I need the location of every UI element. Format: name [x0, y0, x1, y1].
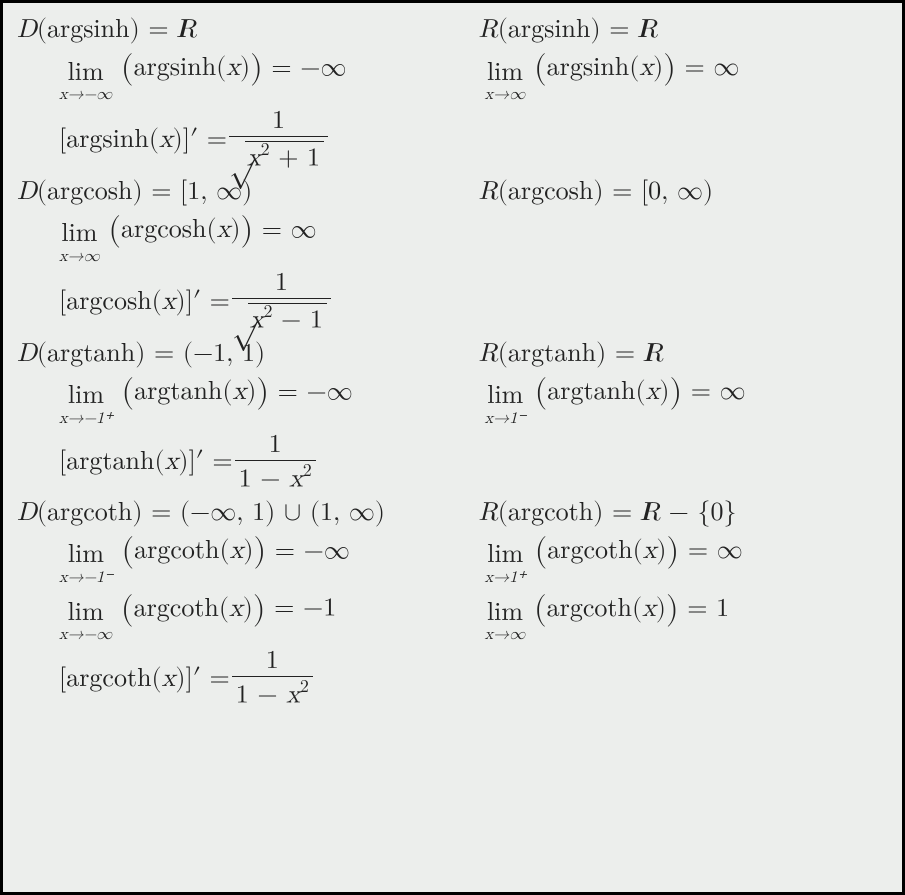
domain-range-row: D(argtanh) = (−1, 1)R(argtanh) = R	[17, 337, 888, 372]
limit-left: limx→−∞ (argsinh(x)) = −∞	[17, 48, 479, 106]
limit-left: limx→∞ (argcosh(x)) = ∞	[17, 210, 479, 268]
derivative-row: [argtanh(x)]′ = 11 − x2	[17, 430, 888, 496]
limit-left: limx→−∞ (argcoth(x)) = −1	[17, 588, 479, 646]
limit-row: limx→∞ (argcosh(x)) = ∞	[17, 210, 888, 268]
derivative-cell: [argcosh(x)]′ = 1x2 − 1	[17, 268, 479, 337]
limit-right	[479, 210, 888, 268]
derivative-cell: [argcoth(x)]′ = 11 − x2	[17, 646, 479, 712]
formula-table: D(argsinh) = RR(argsinh) = Rlimx→−∞ (arg…	[17, 13, 888, 712]
limit-row: limx→−1⁻ (argcoth(x)) = −∞limx→1⁺ (argco…	[17, 531, 888, 589]
limit-left: limx→−1⁺ (argtanh(x)) = −∞	[17, 372, 479, 430]
domain-range-row: D(argcoth) = (−∞, 1) ∪ (1, ∞)R(argcoth) …	[17, 496, 888, 531]
limit-right: limx→1⁻ (argtanh(x)) = ∞	[479, 372, 888, 430]
derivative-row: [argcoth(x)]′ = 11 − x2	[17, 646, 888, 712]
limit-row: limx→−∞ (argsinh(x)) = −∞limx→∞ (argsinh…	[17, 48, 888, 106]
limit-right: limx→1⁺ (argcoth(x)) = ∞	[479, 531, 888, 589]
limit-row: limx→−1⁺ (argtanh(x)) = −∞limx→1⁻ (argta…	[17, 372, 888, 430]
domain-cell: D(argcosh) = [1, ∞)	[17, 175, 479, 210]
range-cell: R(argsinh) = R	[479, 13, 888, 48]
derivative-cell: [argtanh(x)]′ = 11 − x2	[17, 430, 479, 496]
limit-right: limx→∞ (argcoth(x)) = 1	[479, 588, 888, 646]
limit-right: limx→∞ (argsinh(x)) = ∞	[479, 48, 888, 106]
domain-cell: D(argcoth) = (−∞, 1) ∪ (1, ∞)	[17, 496, 479, 531]
derivative-row: [argsinh(x)]′ = 1x2 + 1	[17, 106, 888, 175]
range-cell: R(argtanh) = R	[479, 337, 888, 372]
limit-row: limx→−∞ (argcoth(x)) = −1limx→∞ (argcoth…	[17, 588, 888, 646]
derivative-cell: [argsinh(x)]′ = 1x2 + 1	[17, 106, 479, 175]
domain-range-row: D(argcosh) = [1, ∞)R(argcosh) = [0, ∞)	[17, 175, 888, 210]
domain-cell: D(argtanh) = (−1, 1)	[17, 337, 479, 372]
range-cell: R(argcosh) = [0, ∞)	[479, 175, 888, 210]
derivative-row: [argcosh(x)]′ = 1x2 − 1	[17, 268, 888, 337]
domain-cell: D(argsinh) = R	[17, 13, 479, 48]
range-cell: R(argcoth) = R − {0}	[479, 496, 888, 531]
limit-left: limx→−1⁻ (argcoth(x)) = −∞	[17, 531, 479, 589]
domain-range-row: D(argsinh) = RR(argsinh) = R	[17, 13, 888, 48]
